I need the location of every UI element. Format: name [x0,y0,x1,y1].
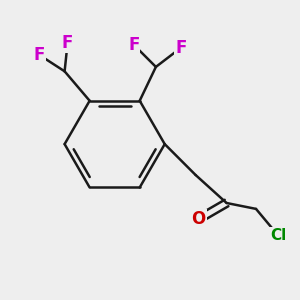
Text: F: F [128,36,140,54]
Text: Cl: Cl [270,228,286,243]
Text: F: F [34,46,45,64]
Text: F: F [175,39,187,57]
Text: O: O [191,210,206,228]
Text: F: F [62,34,73,52]
